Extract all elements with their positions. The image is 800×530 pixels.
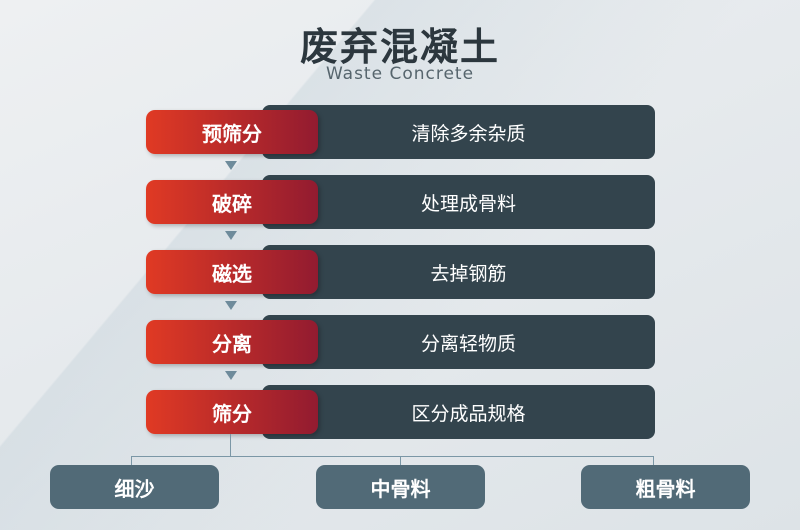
connector-drop bbox=[653, 456, 654, 466]
step-5: 区分成品规格 筛分 bbox=[146, 385, 656, 439]
step-label: 磁选 bbox=[146, 250, 318, 294]
step-description: 清除多余杂质 bbox=[262, 105, 655, 159]
output-fine-sand: 细沙 bbox=[50, 465, 219, 509]
down-arrow-icon bbox=[225, 231, 237, 240]
connector-stem bbox=[230, 434, 231, 456]
connector-drop bbox=[131, 456, 132, 466]
step-label: 破碎 bbox=[146, 180, 318, 224]
down-arrow-icon bbox=[225, 301, 237, 310]
step-3: 去掉钢筋 磁选 bbox=[146, 245, 656, 299]
down-arrow-icon bbox=[225, 371, 237, 380]
connector-horizontal bbox=[131, 456, 654, 457]
output-coarse-aggregate: 粗骨料 bbox=[581, 465, 750, 509]
step-description: 区分成品规格 bbox=[262, 385, 655, 439]
title: 废弃混凝土 bbox=[299, 25, 500, 69]
step-label: 筛分 bbox=[146, 390, 318, 434]
step-description: 分离轻物质 bbox=[262, 315, 655, 369]
step-label: 分离 bbox=[146, 320, 318, 364]
subtitle: Waste Concrete bbox=[325, 64, 475, 84]
step-label: 预筛分 bbox=[146, 110, 318, 154]
step-4: 分离轻物质 分离 bbox=[146, 315, 656, 369]
connector-drop bbox=[400, 456, 401, 466]
step-description: 处理成骨料 bbox=[262, 175, 655, 229]
step-2: 处理成骨料 破碎 bbox=[146, 175, 656, 229]
output-medium-aggregate: 中骨料 bbox=[316, 465, 485, 509]
step-1: 清除多余杂质 预筛分 bbox=[146, 105, 656, 159]
step-description: 去掉钢筋 bbox=[262, 245, 655, 299]
down-arrow-icon bbox=[225, 161, 237, 170]
